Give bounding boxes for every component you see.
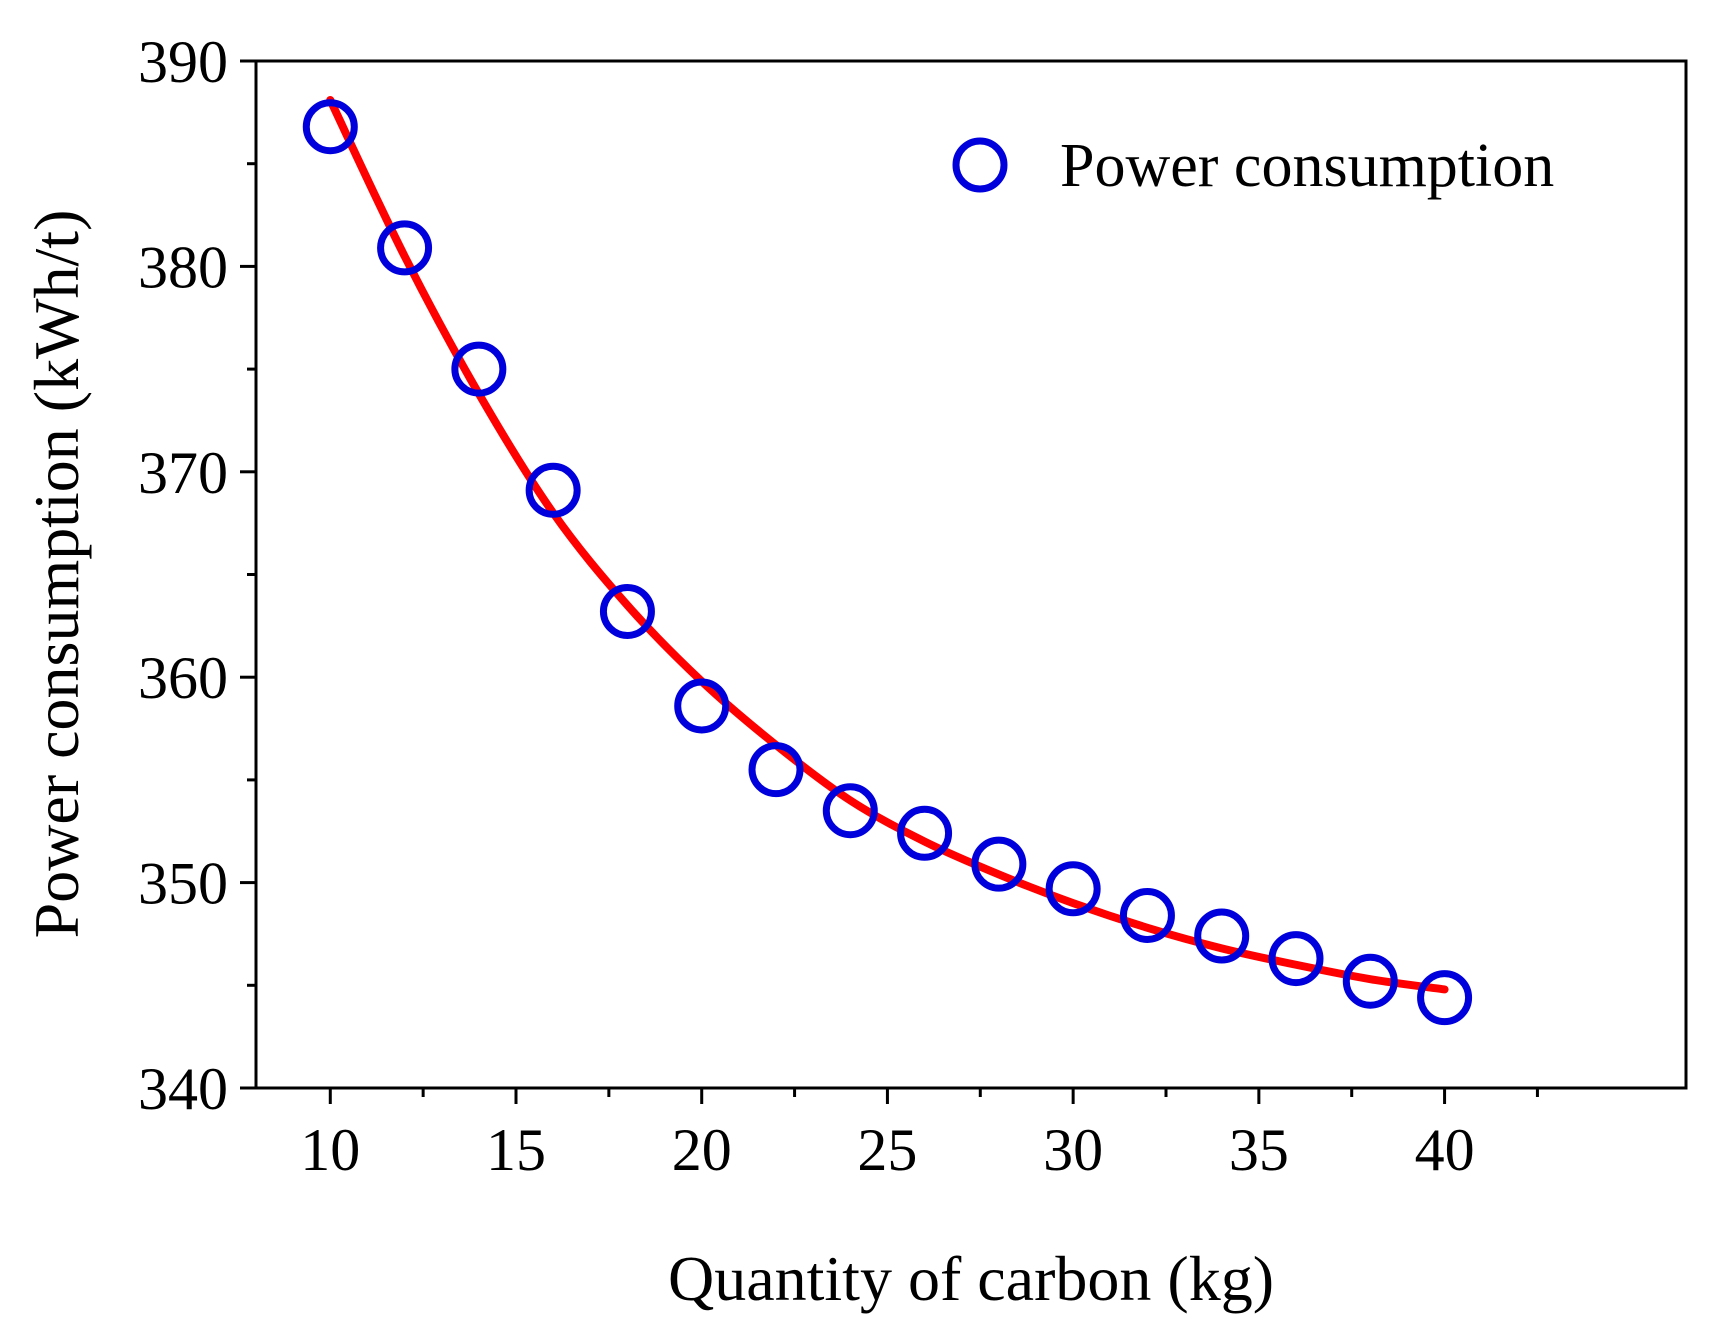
fit-curve (326, 96, 1449, 994)
data-point (1268, 931, 1324, 987)
y-tick-label: 370 (138, 440, 228, 506)
ticks-layer: 10 15 20 25 30 35 40 340 350 360 370 380 390 (138, 29, 1539, 1183)
data-point (1194, 908, 1250, 964)
data-point (599, 583, 655, 639)
data-point (525, 462, 581, 518)
data-point (377, 220, 433, 276)
data-point (1342, 953, 1398, 1009)
data-point (451, 341, 507, 397)
x-tick-label: 15 (486, 1117, 546, 1183)
data-point (971, 836, 1027, 892)
x-axis-label: Quantity of carbon (kg) (668, 1243, 1274, 1314)
data-point (822, 783, 878, 839)
points-layer (302, 99, 1473, 1026)
data-point (1417, 970, 1473, 1026)
data-point (1119, 887, 1175, 943)
data-point (674, 678, 730, 734)
y-tick-label: 380 (138, 234, 228, 300)
y-tick-label: 360 (138, 645, 228, 711)
x-tick-label: 20 (672, 1117, 732, 1183)
data-point (897, 805, 953, 861)
x-tick-label: 30 (1043, 1117, 1103, 1183)
legend: Power consumption (952, 132, 1554, 200)
data-point (1045, 861, 1101, 917)
x-tick-label: 25 (857, 1117, 917, 1183)
plot-frame (254, 59, 1688, 1090)
y-tick-label: 390 (138, 29, 228, 95)
x-tick-label: 35 (1229, 1117, 1289, 1183)
x-tick-label: 10 (300, 1117, 360, 1183)
y-tick-label: 350 (138, 851, 228, 917)
data-point (302, 99, 358, 155)
fit-layer (326, 96, 1449, 994)
y-axis-label: Power consumption (kWh/t) (21, 210, 92, 939)
y-tick-label: 340 (138, 1056, 228, 1122)
legend-marker (952, 137, 1008, 193)
data-point (748, 742, 804, 798)
legend-label: Power consumption (1060, 132, 1554, 200)
x-tick-label: 40 (1415, 1117, 1475, 1183)
